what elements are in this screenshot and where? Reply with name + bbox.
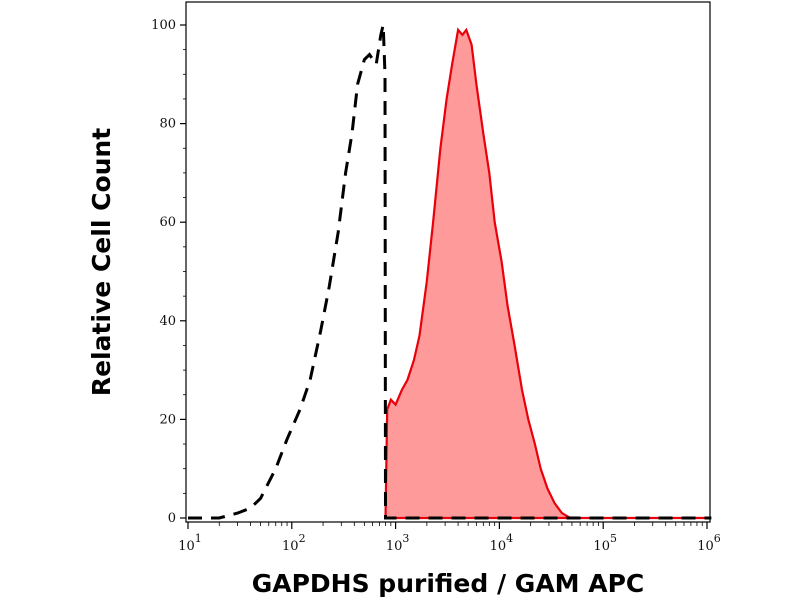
x-tick-label: 106 — [697, 532, 721, 554]
control-histogram — [188, 24, 712, 520]
y-tick-label: 60 — [159, 215, 176, 230]
y-tick-label: 100 — [151, 18, 176, 33]
series-layer — [188, 24, 712, 520]
x-tick-label: 101 — [178, 532, 202, 554]
x-tick-label: 104 — [490, 532, 514, 554]
y-tick-label: 0 — [168, 511, 176, 526]
x-tick-label: 102 — [282, 532, 306, 554]
x-tick-label: 103 — [386, 532, 410, 554]
y-axis-label: Relative Cell Count — [87, 128, 116, 396]
y-tick-label: 20 — [159, 412, 176, 427]
y-tick-label: 80 — [159, 117, 176, 132]
x-tick-label: 105 — [593, 532, 617, 554]
sample-histogram — [384, 27, 712, 520]
x-axis-label: GAPDHS purified / GAM APC — [252, 569, 645, 598]
plot-frame — [185, 1, 711, 523]
tick-layer: 0 20 40 60 80 100 101 102 103 104 105 106 — [151, 18, 721, 554]
y-tick-label: 40 — [159, 314, 176, 329]
